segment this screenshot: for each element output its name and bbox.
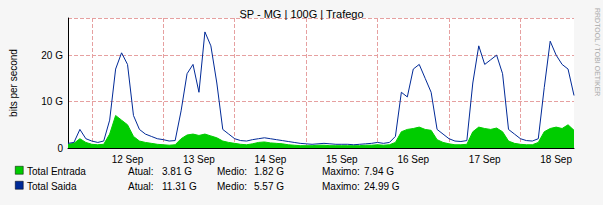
svg-text:3.81 G: 3.81 G — [162, 166, 192, 177]
svg-text:15 Sep: 15 Sep — [326, 154, 358, 165]
svg-text:Total Entrada: Total Entrada — [27, 166, 86, 177]
svg-text:17 Sep: 17 Sep — [469, 154, 501, 165]
svg-text:Medio:: Medio: — [217, 166, 247, 177]
svg-text:13 Sep: 13 Sep — [183, 154, 215, 165]
svg-text:5.57 G: 5.57 G — [254, 181, 284, 192]
svg-text:11.31 G: 11.31 G — [162, 181, 197, 192]
svg-text:SP - MG | 100G | Trafego: SP - MG | 100G | Trafego — [239, 8, 363, 20]
svg-text:1.82 G: 1.82 G — [254, 166, 284, 177]
svg-text:Maximo:: Maximo: — [322, 181, 360, 192]
svg-text:24.99 G: 24.99 G — [364, 181, 400, 192]
svg-text:Atual:: Atual: — [128, 166, 154, 177]
svg-text:7.94 G: 7.94 G — [364, 166, 394, 177]
svg-text:12 Sep: 12 Sep — [112, 154, 144, 165]
svg-text:RRDTOOL / TOBI OETIKER: RRDTOOL / TOBI OETIKER — [594, 8, 601, 96]
svg-text:16 Sep: 16 Sep — [397, 154, 429, 165]
svg-text:bits per second: bits per second — [8, 49, 19, 117]
svg-text:20 G: 20 G — [41, 50, 63, 61]
svg-text:0: 0 — [57, 143, 63, 154]
svg-text:14 Sep: 14 Sep — [255, 154, 287, 165]
svg-text:Total Saida: Total Saida — [27, 181, 77, 192]
svg-text:Maximo:: Maximo: — [322, 166, 360, 177]
svg-text:18 Sep: 18 Sep — [540, 154, 572, 165]
svg-text:10 G: 10 G — [41, 96, 63, 107]
svg-text:Atual:: Atual: — [128, 181, 154, 192]
svg-text:Medio:: Medio: — [217, 181, 247, 192]
